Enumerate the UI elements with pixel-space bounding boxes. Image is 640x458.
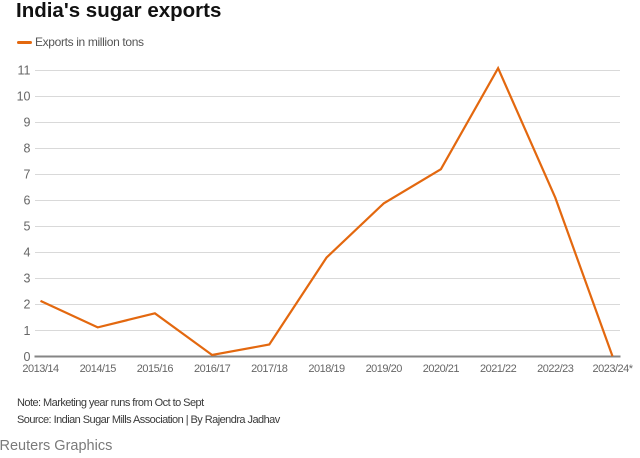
svg-text:2018/19: 2018/19 bbox=[308, 363, 345, 375]
svg-text:5: 5 bbox=[24, 220, 31, 234]
svg-text:2019/20: 2019/20 bbox=[366, 363, 403, 375]
svg-text:2022/23: 2022/23 bbox=[537, 363, 574, 375]
svg-text:6: 6 bbox=[24, 194, 31, 208]
svg-text:2014/15: 2014/15 bbox=[80, 363, 117, 375]
svg-text:2: 2 bbox=[24, 298, 31, 312]
svg-text:1: 1 bbox=[24, 324, 31, 338]
svg-text:9: 9 bbox=[24, 116, 31, 130]
svg-text:7: 7 bbox=[24, 168, 31, 182]
svg-text:2016/17: 2016/17 bbox=[194, 363, 231, 375]
svg-text:11: 11 bbox=[18, 64, 31, 78]
svg-text:4: 4 bbox=[24, 246, 31, 260]
svg-text:2015/16: 2015/16 bbox=[137, 363, 174, 375]
svg-text:2020/21: 2020/21 bbox=[423, 363, 460, 375]
svg-text:3: 3 bbox=[24, 272, 31, 286]
svg-text:2017/18: 2017/18 bbox=[251, 363, 288, 375]
svg-text:10: 10 bbox=[17, 90, 31, 104]
svg-text:8: 8 bbox=[24, 142, 31, 156]
svg-text:2023/24*: 2023/24* bbox=[592, 363, 633, 375]
svg-text:0: 0 bbox=[24, 350, 31, 364]
svg-text:2021/22: 2021/22 bbox=[480, 363, 517, 375]
svg-text:2013/14: 2013/14 bbox=[22, 363, 59, 375]
